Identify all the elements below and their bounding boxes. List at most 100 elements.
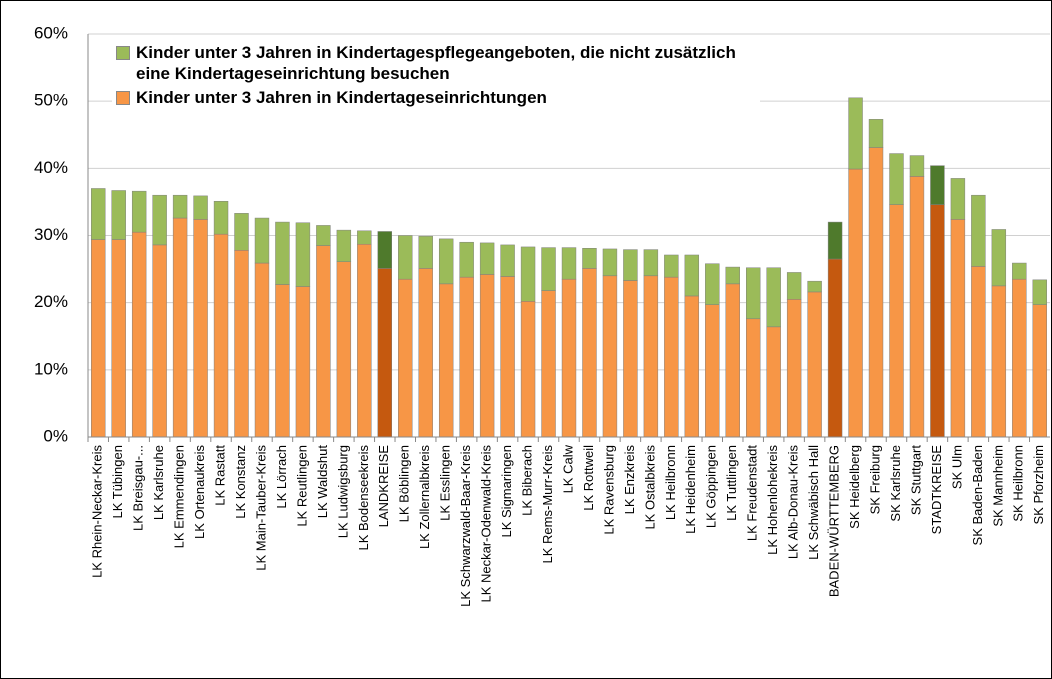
bar-segment xyxy=(316,245,331,438)
x-tick-label: SK Ulm xyxy=(949,445,964,489)
bar-segment xyxy=(725,266,740,285)
x-tick-label: SK Heilbronn xyxy=(1011,445,1026,522)
bar-segment xyxy=(172,217,188,438)
bar-segment xyxy=(459,276,474,438)
bar-segment xyxy=(254,217,270,264)
bar-segment xyxy=(91,188,106,240)
x-tick-label: LK Rottweil xyxy=(581,445,596,511)
x-tick-label: LK Freudenstadt xyxy=(745,445,760,542)
bar-segment xyxy=(500,276,515,438)
bar-segment xyxy=(295,286,311,438)
bar-segment xyxy=(213,200,229,235)
x-tick-label: LK Böblingen xyxy=(397,445,412,522)
x-tick-label: LK Main-Tauber-Kreis xyxy=(253,445,268,571)
bar-segment xyxy=(950,219,966,438)
bar-segment xyxy=(827,258,843,438)
bar-segment xyxy=(930,204,945,438)
bar-segment xyxy=(336,261,352,438)
x-tick-label: LK Alb-Donau-Kreis xyxy=(786,445,801,560)
bar-segment xyxy=(909,155,925,177)
bar-segment xyxy=(971,194,986,267)
bar-segment xyxy=(868,119,884,148)
bar-segment xyxy=(1032,279,1047,305)
bar-segment xyxy=(766,267,781,328)
bar-segment xyxy=(377,231,392,269)
bar-segment xyxy=(561,247,577,280)
x-tick-label: LK Göppingen xyxy=(704,445,719,528)
bar-segment xyxy=(275,221,290,285)
bar-segment xyxy=(131,231,147,438)
y-tick-label: 40% xyxy=(34,158,68,177)
x-tick-label: BADEN-WÜRTTEMBERG xyxy=(827,445,842,597)
bar-segment xyxy=(746,318,761,438)
x-tick-label: SK Heidelberg xyxy=(847,445,862,529)
legend-item: Kinder unter 3 Jahren in Kindertageseinr… xyxy=(116,87,756,108)
x-tick-label: LK Bodenseekreis xyxy=(356,445,371,551)
bar-segment xyxy=(868,147,884,438)
bar-segment xyxy=(930,165,945,205)
bar-segment xyxy=(398,235,413,280)
bar-segment xyxy=(582,248,597,269)
bar-segment xyxy=(213,233,229,438)
bar-segment xyxy=(746,267,761,320)
bar-segment xyxy=(684,254,700,297)
bar-segment xyxy=(1012,278,1027,438)
bar-segment xyxy=(909,176,925,438)
x-tick-label: LK Neckar-Odenwald-Kreis xyxy=(479,445,494,603)
x-tick-label: LK Enzkreis xyxy=(622,445,637,515)
x-tick-label: SK Mannheim xyxy=(990,445,1005,527)
x-tick-label: LK Schwäbisch Hall xyxy=(806,445,821,560)
bar-segment xyxy=(623,249,638,281)
x-tick-label: LK Schwarzwald-Baar-Kreis xyxy=(458,445,473,607)
bar-segment xyxy=(172,194,188,219)
bar-segment xyxy=(91,239,106,438)
x-tick-label: LK Breisgau-... xyxy=(131,445,146,531)
bar-segment xyxy=(111,239,126,438)
bar-segment xyxy=(131,190,147,233)
bar-segment xyxy=(950,178,966,220)
bar-segment xyxy=(479,242,495,275)
x-tick-label: LK Lörrach xyxy=(274,445,289,509)
bar-segment xyxy=(254,262,270,438)
bar-segment xyxy=(991,285,1007,438)
legend-item: Kinder unter 3 Jahren in Kindertagespfle… xyxy=(116,42,756,84)
y-tick-label: 60% xyxy=(34,23,68,42)
x-tick-label: LK Emmendingen xyxy=(172,445,187,548)
x-tick-label: LK Rems-Murr-Kreis xyxy=(540,445,555,564)
x-tick-label: LK Ravensburg xyxy=(601,445,616,535)
bar-segment xyxy=(889,204,904,438)
bar-segment xyxy=(664,276,679,438)
x-tick-label: LK Ostalbkreis xyxy=(642,445,657,530)
bar-segment xyxy=(705,304,720,438)
bar-segment xyxy=(500,244,515,277)
x-tick-label: LK Heidenheim xyxy=(683,445,698,534)
y-tick-label: 50% xyxy=(34,91,68,110)
x-tick-label: LK Zollernalbkreis xyxy=(417,445,432,550)
bar-segment xyxy=(766,326,781,438)
bar-segment xyxy=(602,248,618,277)
x-tick-label: SK Baden-Baden xyxy=(970,445,985,545)
x-tick-label: LK Tübingen xyxy=(110,445,125,519)
y-tick-label: 20% xyxy=(34,292,68,311)
bar-segment xyxy=(193,195,208,220)
legend-swatch xyxy=(116,46,130,60)
x-tick-label: STADTKREISE xyxy=(929,445,944,535)
bar-segment xyxy=(623,280,638,438)
bar-segment xyxy=(807,280,822,293)
x-tick-label: LK Reutlingen xyxy=(294,445,309,527)
bar-segment xyxy=(336,229,352,262)
x-tick-label: LK Ortenaukreis xyxy=(192,445,207,539)
legend-label: Kinder unter 3 Jahren in Kindertageseinr… xyxy=(136,88,547,107)
bar-segment xyxy=(848,168,863,438)
bar-segment xyxy=(561,278,577,438)
bar-segment xyxy=(827,221,843,260)
bar-segment xyxy=(193,219,208,438)
bar-segment xyxy=(234,213,249,251)
bar-segment xyxy=(971,266,986,438)
bar-segment xyxy=(111,190,126,240)
legend-swatch xyxy=(116,91,130,105)
x-tick-label: LK Ludwigsburg xyxy=(335,445,350,538)
bar-segment xyxy=(438,238,454,285)
bar-segment xyxy=(643,249,659,277)
bar-segment xyxy=(316,225,331,246)
